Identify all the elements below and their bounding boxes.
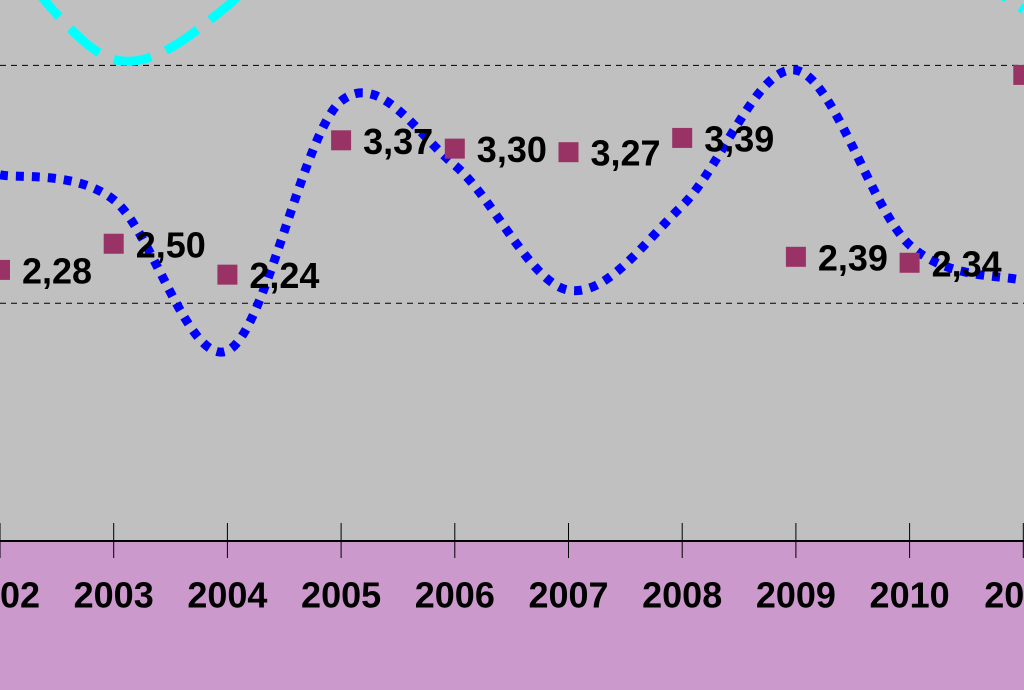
marker [558, 142, 579, 163]
marker [217, 264, 238, 285]
marker [1013, 64, 1024, 85]
axis-area [0, 541, 1024, 690]
x-tick-label: 2002 [0, 575, 40, 616]
marks: 2,28 2,50 2,24 3,37 3,30 3,27 3,39 2,39 2,34 [0, 64, 1024, 296]
x-tick-label: 2006 [415, 575, 495, 616]
marker [672, 127, 693, 148]
data-label: 3,39 [704, 118, 774, 159]
data-label: 2,28 [22, 250, 92, 291]
data-label: 3,27 [591, 133, 661, 174]
marker [899, 252, 920, 273]
marker [331, 130, 352, 151]
x-tick-label: 2010 [870, 575, 950, 616]
marker [0, 259, 10, 280]
x-tick-label: 2011 [984, 575, 1024, 616]
x-tick-label: 2004 [187, 575, 267, 616]
x-tick-label: 2009 [756, 575, 836, 616]
data-label: 2,50 [136, 224, 206, 265]
data-label: 3,37 [363, 121, 433, 162]
x-tick-label: 2003 [74, 575, 154, 616]
marker [444, 138, 465, 159]
marker [785, 246, 806, 267]
marker [103, 233, 124, 254]
data-label: 2,34 [932, 243, 1002, 284]
x-tick-label: 2005 [301, 575, 381, 616]
data-label: 2,39 [818, 237, 888, 278]
plot-area [0, 0, 1024, 541]
grid: 2002 2003 2004 2005 2006 2007 2008 2009 2010 2011 [0, 64, 1024, 616]
x-tick-label: 2007 [528, 575, 608, 616]
x-tick-label: 2008 [642, 575, 722, 616]
data-label: 2,24 [249, 255, 319, 296]
data-label: 3,30 [477, 129, 547, 170]
